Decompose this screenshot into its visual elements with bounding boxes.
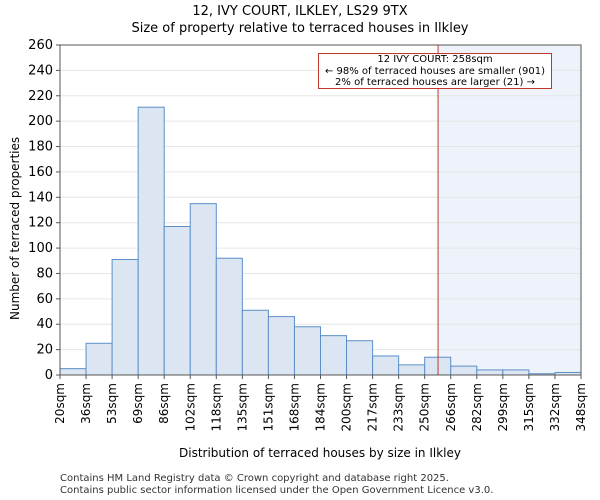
- annotation-line-3: 2% of terraced houses are larger (21) →: [335, 77, 535, 88]
- y-tick-label-2: 40: [36, 317, 53, 332]
- y-tick-label-3: 60: [36, 292, 53, 307]
- bar-0: [59, 368, 87, 376]
- bar-9: [293, 326, 322, 376]
- x-tick-label-5: 102sqm: [183, 383, 197, 431]
- y-tick-label-10: 200: [28, 114, 53, 129]
- x-tick-label-10: 184sqm: [314, 383, 328, 431]
- bar-5: [189, 203, 217, 376]
- bar-13: [398, 364, 426, 376]
- y-tick-label-7: 140: [28, 190, 53, 205]
- bar-17: [502, 369, 530, 376]
- highlight-region: [438, 45, 581, 375]
- x-axis-label: Distribution of terraced houses by size …: [179, 446, 461, 460]
- y-tick-label-12: 240: [28, 63, 53, 78]
- x-tick-label-9: 168sqm: [287, 383, 301, 431]
- footer-line-2: Contains public sector information licen…: [60, 485, 494, 496]
- x-tick-label-14: 250sqm: [418, 383, 432, 431]
- bar-1: [85, 342, 113, 376]
- x-tick-label-18: 315sqm: [522, 383, 536, 431]
- y-tick-label-5: 100: [28, 241, 53, 256]
- bar-12: [372, 355, 400, 376]
- x-tick-label-0: 20sqm: [53, 383, 67, 424]
- y-tick-label-1: 20: [36, 343, 53, 358]
- x-tick-label-6: 118sqm: [209, 383, 223, 431]
- chart-title: 12, IVY COURT, ILKLEY, LS29 9TX: [192, 4, 408, 19]
- y-tick-label-9: 180: [28, 140, 53, 155]
- x-tick-label-17: 299sqm: [496, 383, 510, 431]
- annotation-line-1: 12 IVY COURT: 258sqm: [377, 54, 493, 65]
- x-tick-label-1: 36sqm: [79, 383, 93, 424]
- x-tick-label-8: 151sqm: [261, 383, 275, 431]
- bar-7: [241, 309, 269, 376]
- bar-6: [215, 257, 243, 376]
- y-tick-label-13: 260: [28, 38, 53, 53]
- x-tick-label-15: 266sqm: [444, 383, 458, 431]
- x-tick-label-7: 135sqm: [235, 383, 249, 431]
- bar-15: [450, 365, 478, 376]
- bar-4: [163, 226, 191, 376]
- x-tick-label-12: 217sqm: [366, 383, 380, 431]
- y-tick-label-6: 120: [28, 216, 53, 231]
- y-axis-label: Number of terraced properties: [8, 136, 22, 320]
- x-tick-label-2: 53sqm: [105, 383, 119, 424]
- x-tick-label-3: 69sqm: [131, 383, 145, 424]
- y-tick-label-11: 220: [28, 89, 53, 104]
- bar-10: [320, 335, 348, 376]
- x-tick-label-13: 233sqm: [392, 383, 406, 431]
- y-tick-label-8: 160: [28, 165, 53, 180]
- y-tick-label-4: 80: [36, 266, 53, 281]
- x-tick-label-4: 86sqm: [157, 383, 171, 424]
- x-tick-label-19: 332sqm: [548, 383, 562, 431]
- bar-2: [111, 259, 139, 376]
- y-tick-label-0: 0: [45, 368, 53, 383]
- x-tick-label-11: 200sqm: [340, 383, 354, 431]
- footer-line-1: Contains HM Land Registry data © Crown c…: [60, 473, 449, 484]
- bar-8: [267, 316, 295, 376]
- x-tick-label-20: 348sqm: [574, 383, 588, 431]
- bar-11: [346, 340, 374, 376]
- annotation-box: 12 IVY COURT: 258sqm ← 98% of terraced h…: [318, 53, 552, 89]
- annotation-line-2: ← 98% of terraced houses are smaller (90…: [324, 65, 546, 77]
- x-tick-label-16: 282sqm: [470, 383, 484, 431]
- bar-16: [476, 369, 504, 376]
- chart-subtitle: Size of property relative to terraced ho…: [131, 21, 469, 36]
- bar-3: [137, 106, 165, 376]
